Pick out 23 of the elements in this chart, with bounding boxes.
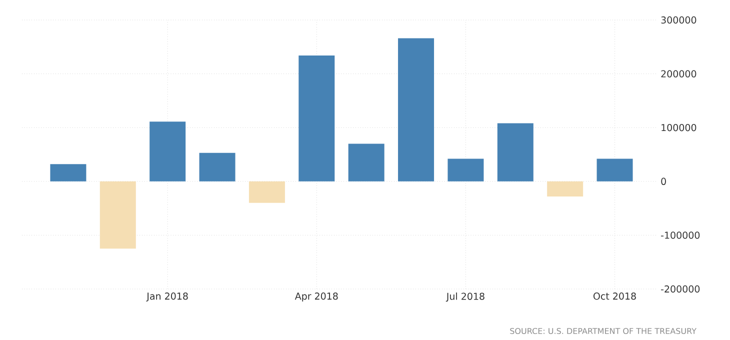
bar [100, 181, 136, 249]
y-tick-label: 300000 [661, 16, 696, 24]
y-tick-label: 100000 [662, 124, 696, 132]
bar [199, 152, 236, 182]
y-tick-label: -200000 [661, 285, 700, 293]
x-tick-label: Jan 2018 [146, 292, 188, 302]
x-tick-label: Oct 2018 [593, 292, 636, 300]
bar [547, 181, 584, 196]
y-tick-label: -100000 [661, 232, 700, 239]
x-tick-label: Apr 2018 [294, 292, 338, 302]
bar [298, 56, 335, 182]
y-tick-label: 0 [661, 178, 666, 185]
bar [596, 158, 633, 182]
bar [497, 123, 534, 182]
bar [248, 181, 285, 203]
y-tick-label: 200000 [661, 70, 696, 78]
bar [398, 38, 434, 182]
bar [50, 164, 86, 182]
x-tick-label: Jul 2018 [446, 292, 484, 302]
bar [448, 158, 484, 182]
bar [348, 144, 384, 182]
source-note: SOURCE: U.S. DEPARTMENT OF THE TREASURY [510, 328, 697, 334]
bar [150, 122, 186, 182]
